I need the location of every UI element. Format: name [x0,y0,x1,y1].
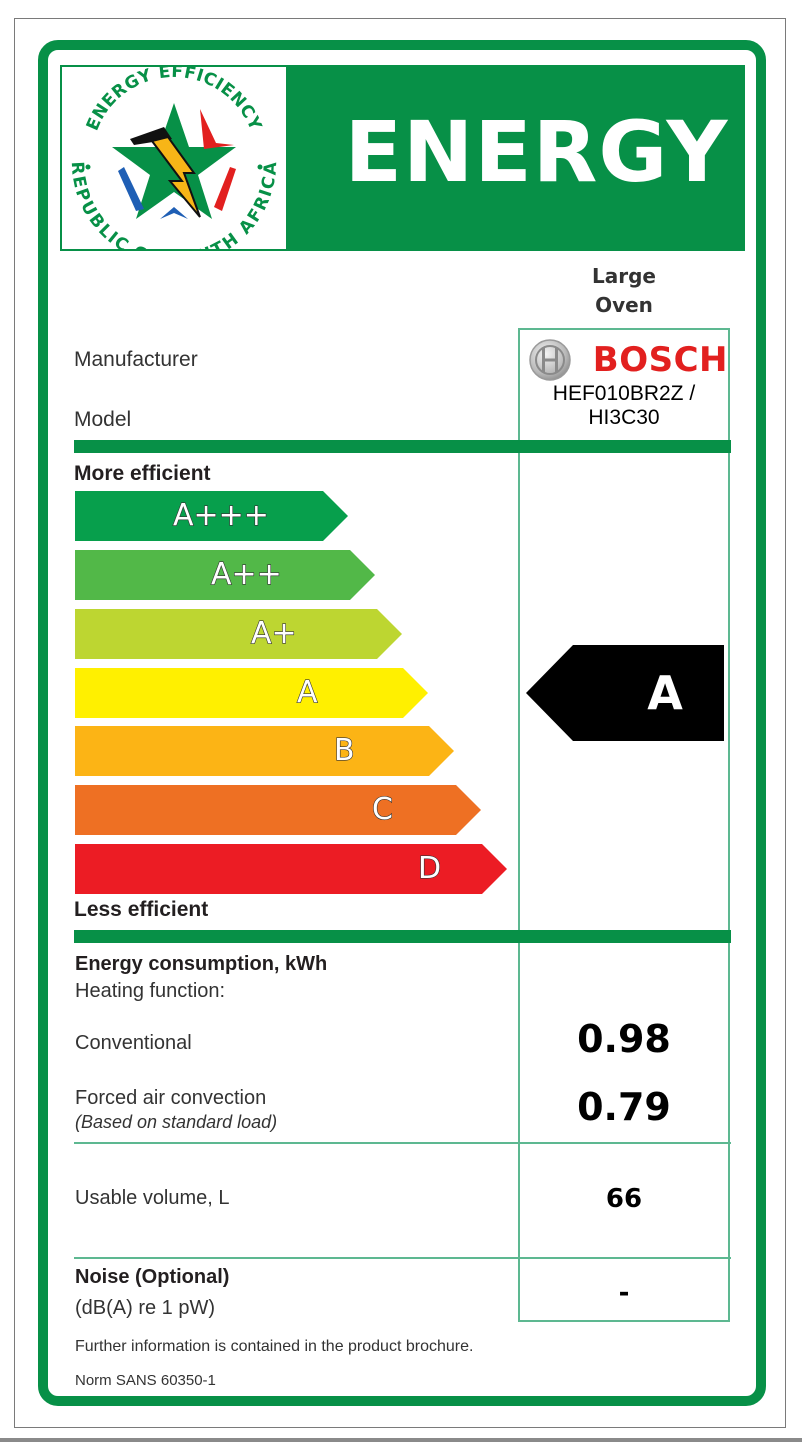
rating-indicator: A [526,645,724,741]
energy-title: ENERGY [344,103,729,201]
manufacturer-label: Manufacturer [74,348,198,371]
bosch-armature-icon [529,339,571,381]
energy-label-border [38,40,766,1406]
rating-bar-a-plus-plus: A++ [75,550,375,600]
heating-function-label: Heating function: [75,980,226,1002]
brand-name: BOSCH [592,340,728,380]
category-line-2: Oven [595,293,653,317]
energy-banner: ENERGY [288,65,745,251]
brand-logo: BOSCH [528,339,728,381]
model-line-1: HEF010BR2Z / [552,382,696,405]
page-frame [14,18,786,1428]
usable-volume-label: Usable volume, L [75,1187,230,1209]
noise-unit: (dB(A) re 1 pW) [75,1297,216,1319]
model-label: Model [74,408,132,431]
model-number: HEF010BR2Z / HI3C30 [518,382,730,430]
noise-heading: Noise (Optional) [75,1266,230,1288]
forced-air-value: 0.79 [577,1085,671,1129]
forced-air-label: Forced air convection [75,1087,267,1109]
rating-value: A [647,666,683,720]
divider-volume [74,1142,731,1144]
norm-reference: Norm SANS 60350-1 [75,1372,216,1389]
conventional-value: 0.98 [577,1017,671,1061]
rating-bar-a-plus: A+ [75,609,402,659]
usable-volume-value: 66 [605,1184,643,1214]
brochure-note: Further information is contained in the … [75,1338,474,1355]
energy-consumption-heading: Energy consumption, kWh [75,953,328,975]
rating-bar-a-plus-plus-plus: A+++ [75,491,349,541]
section-divider-top [74,440,731,453]
sa-star-lightning-icon: ENERGY EFFICIENCY REPUBLIC OF SOUTH AFRI… [67,62,281,270]
noise-value: - [618,1278,630,1308]
rating-bar-c: C [75,785,481,835]
rating-cell [518,453,730,931]
category-line-1: Large [592,264,656,288]
less-efficient-label: Less efficient [74,898,209,921]
appliance-category: Large Oven [518,262,730,320]
conventional-label: Conventional [75,1032,192,1054]
values-cell [518,942,730,1322]
brand-cell [518,328,730,441]
rating-bar-d: D [75,844,507,894]
divider-noise [74,1257,731,1259]
rating-bar-b: B [75,726,454,776]
section-divider-bottom [74,930,731,943]
more-efficient-label: More efficient [74,462,211,485]
model-line-2: HI3C30 [588,406,660,429]
bottom-divider [0,1438,802,1442]
standard-load-note: (Based on standard load) [75,1112,278,1132]
rating-bar-a: A [75,668,428,718]
energy-efficiency-logo: ENERGY EFFICIENCY REPUBLIC OF SOUTH AFRI… [60,62,288,270]
